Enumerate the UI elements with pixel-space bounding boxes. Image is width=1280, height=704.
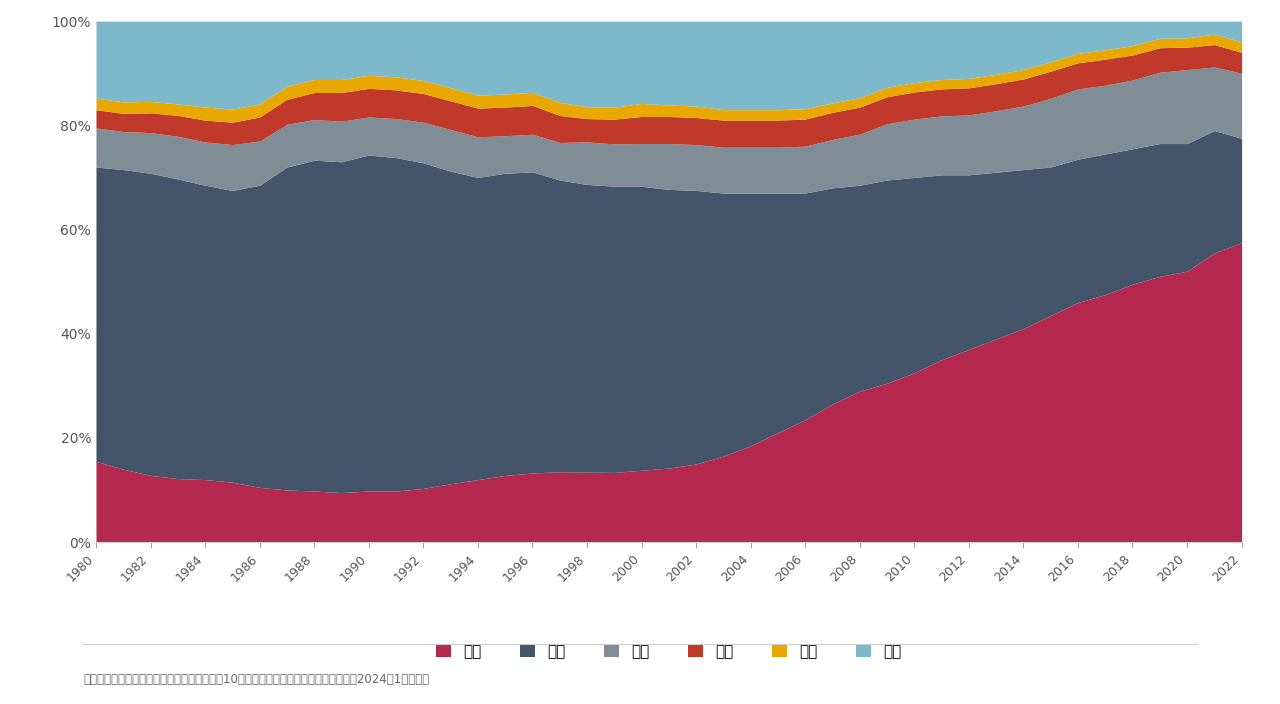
Text: 資料來源：名義國內生產總値。當前價格，以10億美元計。國際貨幣基金組織。數據於2024年1月擷取。: 資料來源：名義國內生產總値。當前價格，以10億美元計。國際貨幣基金組織。數據於2…	[83, 674, 430, 686]
Legend: 中國, 日本, 印度, 韓國, 台灣, 東盟: 中國, 日本, 印度, 韓國, 台灣, 東盟	[430, 639, 908, 665]
